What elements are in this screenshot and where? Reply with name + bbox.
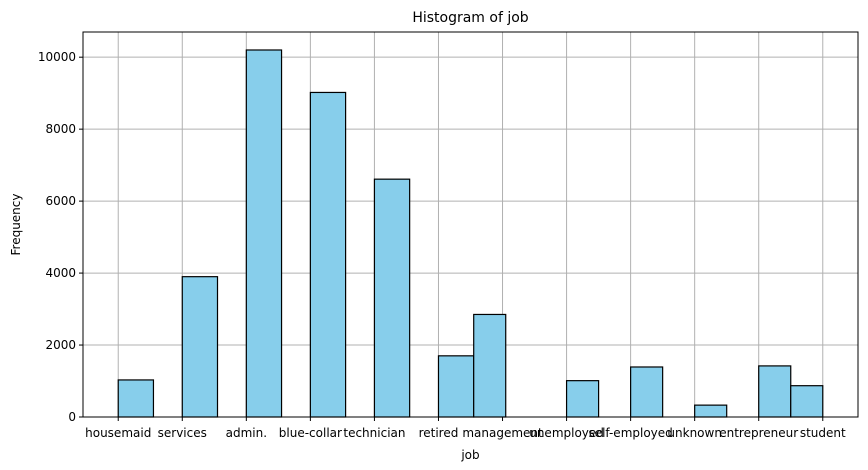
- histogram-bar: [437, 355, 475, 418]
- x-tick-label-management: management: [462, 426, 543, 440]
- histogram-bar: [181, 276, 219, 418]
- histogram-bar: [245, 49, 283, 418]
- histogram-bar: [565, 380, 600, 418]
- bar-layer: [117, 49, 824, 418]
- x-tick-label-services: services: [158, 426, 207, 440]
- y-tick-label: 0: [68, 410, 76, 424]
- histogram-bar: [373, 178, 411, 418]
- chart-title: Histogram of job: [412, 10, 528, 26]
- y-tick-label: 6000: [45, 194, 76, 208]
- histogram-bar: [694, 404, 728, 418]
- x-tick-label-admin-: admin.: [226, 426, 267, 440]
- y-axis-title: Frequency: [9, 194, 23, 256]
- histogram-bar: [758, 365, 792, 418]
- y-tick-label: 2000: [45, 338, 76, 352]
- histogram-bar: [117, 379, 155, 418]
- y-tick-label: 8000: [45, 122, 76, 136]
- histogram-bar: [309, 91, 347, 418]
- x-tick-label-self-employed: self-employed: [588, 426, 672, 440]
- x-tick-label-unknown: unknown: [667, 426, 722, 440]
- plot-frame: [82, 31, 859, 418]
- x-tick-label-entrepreneur: entrepreneur: [719, 426, 798, 440]
- histogram-bar: [790, 385, 824, 418]
- histogram-bar: [630, 366, 664, 418]
- x-tick-label-student: student: [800, 426, 846, 440]
- x-tick-label-blue-collar: blue-collar: [279, 426, 342, 440]
- histogram-bar: [473, 313, 507, 418]
- x-tick-label-retired: retired: [419, 426, 459, 440]
- y-tick-label: 4000: [45, 266, 76, 280]
- x-tick-label-housemaid: housemaid: [85, 426, 151, 440]
- tick-layer: 0 2000 4000 6000 8000 10000 housemaid services a…: [38, 50, 846, 440]
- x-tick-label-unemployed: unemployed: [529, 426, 604, 440]
- x-axis-title: job: [460, 448, 479, 462]
- y-tick-label: 10000: [38, 50, 76, 64]
- x-tick-label-technician: technician: [343, 426, 405, 440]
